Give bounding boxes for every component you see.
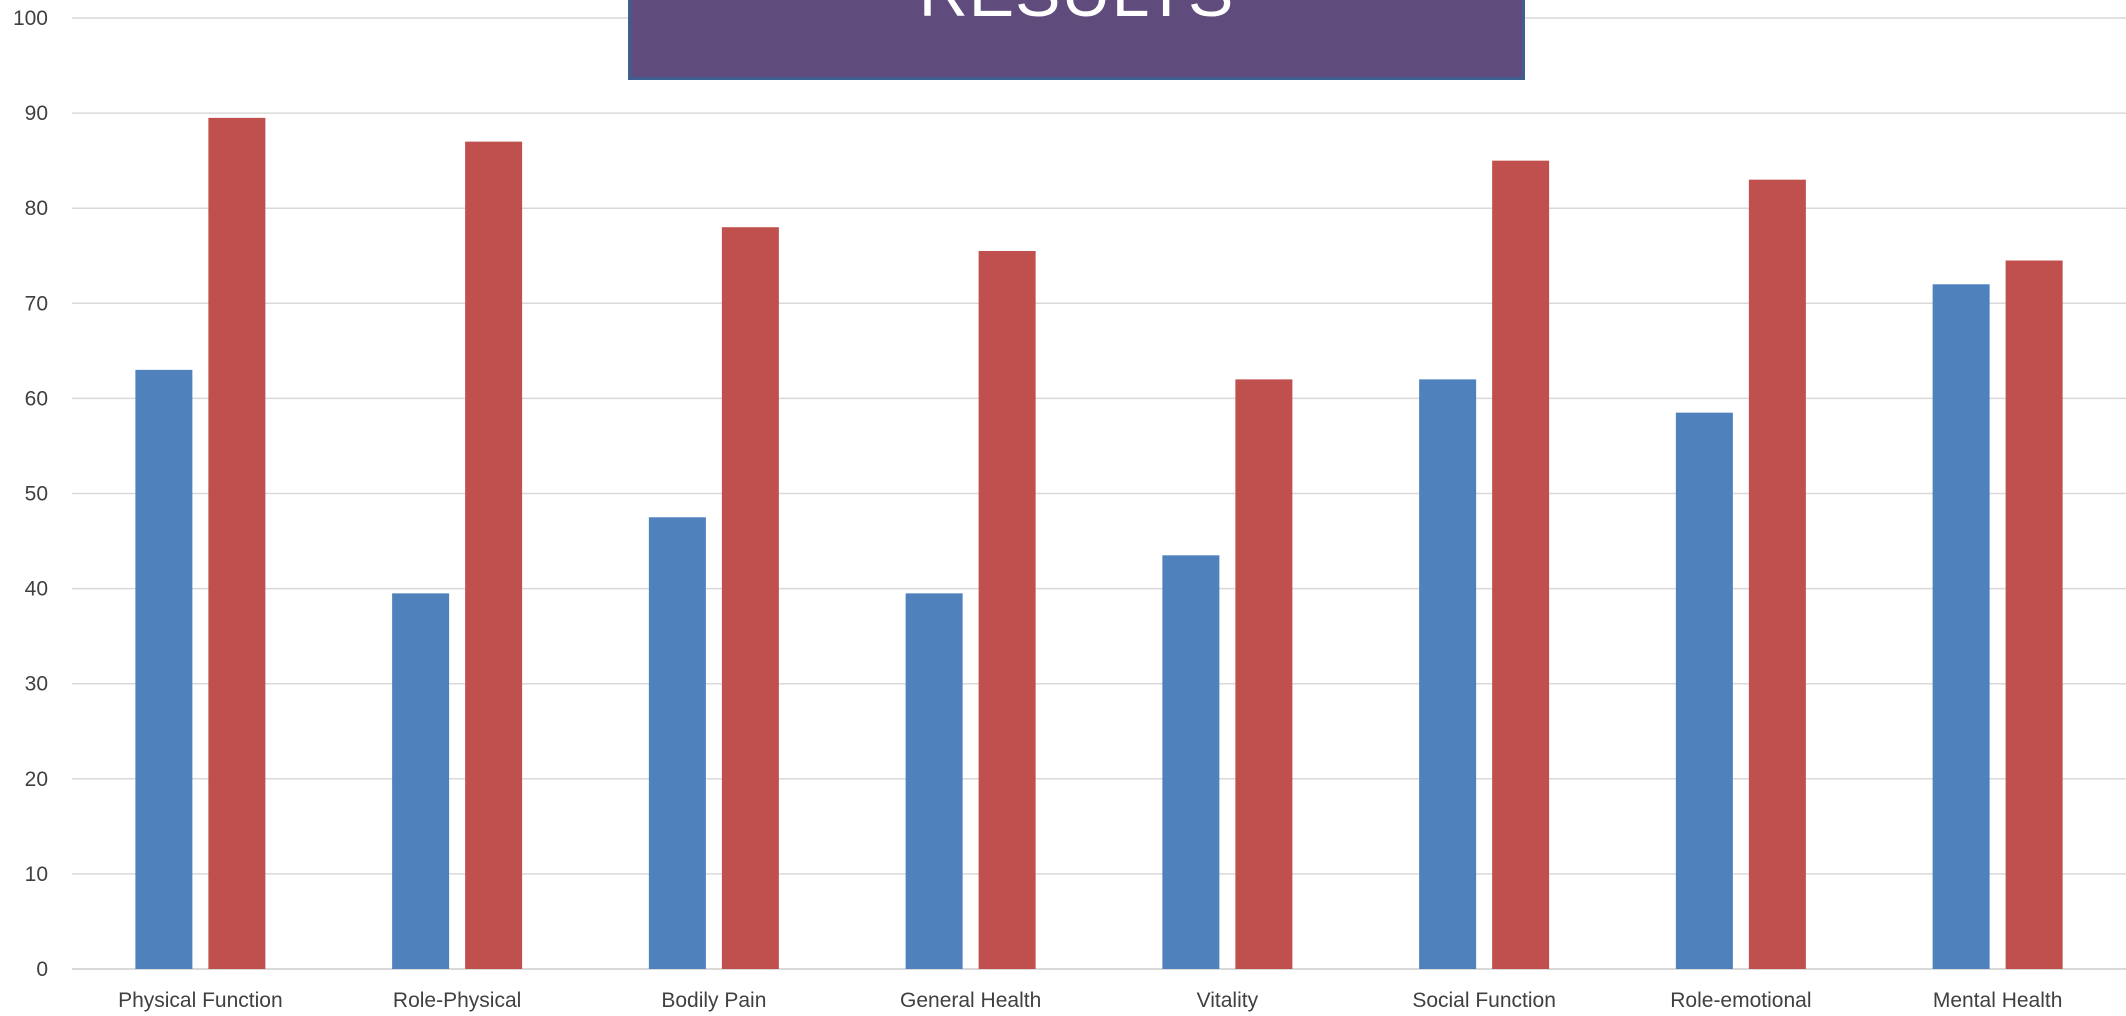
bar-series-1 [905,593,963,969]
bar-series-1 [1932,284,1990,969]
x-tick-label: Bodily Pain [661,989,766,1012]
y-tick-label: 30 [25,673,48,696]
x-tick-label: Physical Function [118,989,283,1012]
bar-series-2 [208,117,266,970]
y-tick-label: 80 [25,197,48,220]
bar-series-2 [721,227,779,970]
bar-series-2 [978,250,1036,969]
y-tick-label: 60 [25,387,48,410]
bar-series-1 [648,517,706,969]
bar-series-2 [1492,160,1550,969]
y-tick-label: 40 [25,578,48,601]
bar-series-1 [1419,379,1477,969]
chart-title: RESULTS [631,0,1522,27]
y-tick-label: 70 [25,292,48,315]
y-tick-label: 90 [25,102,48,125]
y-tick-label: 100 [13,7,48,30]
chart-title-box: RESULTS [628,0,1525,80]
bar-series-2 [465,141,523,969]
bar-series-2 [1235,379,1293,969]
x-tick-label: Vitality [1197,989,1259,1012]
x-tick-label: Mental Health [1933,989,2063,1012]
y-tick-label: 10 [25,863,48,886]
x-tick-label: Social Function [1412,989,1556,1012]
bar-series-1 [392,593,450,969]
x-tick-label: Role-emotional [1670,989,1811,1012]
y-tick-label: 20 [25,768,48,791]
bar-series-1 [1675,412,1733,969]
bar-series-2 [1748,179,1806,970]
x-tick-label: Role-Physical [393,989,521,1012]
bar-series-1 [135,369,193,969]
bar-series-1 [1162,555,1220,969]
x-tick-label: General Health [900,989,1041,1012]
y-tick-label: 0 [36,958,48,981]
bar-series-2 [2005,260,2063,969]
y-tick-label: 50 [25,483,48,506]
